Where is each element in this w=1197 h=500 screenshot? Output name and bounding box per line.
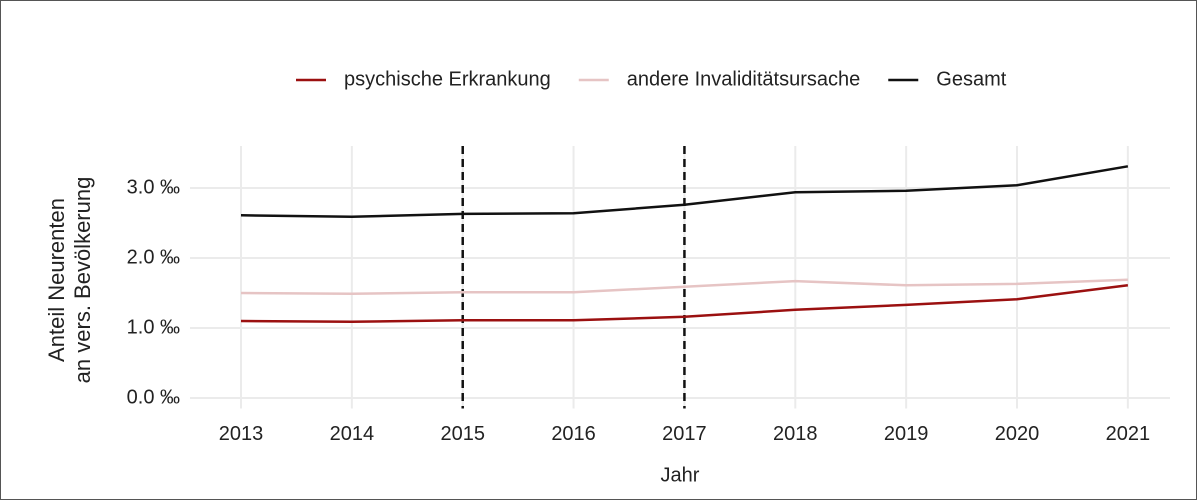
x-tick-label: 2020 <box>995 423 1040 445</box>
legend-label: andere Invaliditätsursache <box>627 68 860 90</box>
legend-label: psychische Erkrankung <box>344 68 551 90</box>
x-tick-label: 2017 <box>662 423 707 445</box>
x-tick-label: 2013 <box>219 423 264 445</box>
x-tick-label: 2014 <box>330 423 375 445</box>
y-axis-title: Anteil Neurenten <box>44 198 69 362</box>
x-tick-label: 2015 <box>440 423 485 445</box>
y-tick-label: 1.0 ‰ <box>127 316 180 338</box>
x-tick-label: 2021 <box>1106 423 1151 445</box>
y-axis-title: an vers. Bevölkerung <box>70 177 95 384</box>
y-tick-label: 3.0 ‰ <box>127 176 180 198</box>
x-axis-title: Jahr <box>661 464 700 486</box>
line-series <box>240 165 1129 218</box>
y-tick-label: 2.0 ‰ <box>127 246 180 268</box>
legend-label: Gesamt <box>936 68 1006 90</box>
x-tick-label: 2019 <box>884 423 929 445</box>
x-tick-label: 2018 <box>773 423 818 445</box>
x-tick-label: 2016 <box>551 423 596 445</box>
line-series <box>240 278 1128 295</box>
line-series <box>240 284 1129 323</box>
y-tick-label: 0.0 ‰ <box>127 386 180 408</box>
